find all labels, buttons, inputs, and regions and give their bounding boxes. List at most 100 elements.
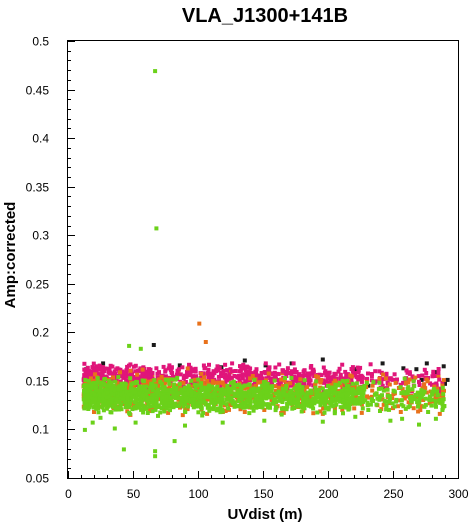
data-point bbox=[362, 387, 367, 392]
data-point bbox=[402, 396, 407, 401]
data-point bbox=[384, 371, 389, 376]
data-point bbox=[433, 416, 438, 421]
data-point bbox=[117, 384, 121, 389]
data-point bbox=[249, 387, 254, 392]
data-point bbox=[438, 393, 443, 398]
data-point bbox=[162, 385, 167, 390]
data-point bbox=[284, 407, 289, 412]
data-point bbox=[281, 410, 286, 415]
data-point bbox=[89, 376, 93, 381]
data-point bbox=[110, 392, 115, 397]
data-point bbox=[93, 403, 98, 408]
data-point bbox=[180, 399, 185, 404]
data-point bbox=[323, 389, 328, 394]
data-point bbox=[115, 387, 120, 392]
data-point bbox=[138, 395, 143, 400]
data-point bbox=[143, 404, 148, 409]
data-point bbox=[87, 395, 92, 400]
data-point bbox=[86, 407, 91, 411]
data-point bbox=[167, 381, 172, 386]
data-point bbox=[290, 394, 295, 399]
y-tick-label: 0.15 bbox=[26, 375, 50, 389]
data-point bbox=[95, 367, 100, 372]
data-point bbox=[248, 402, 253, 407]
data-point bbox=[422, 367, 427, 372]
data-point bbox=[377, 380, 382, 385]
data-point bbox=[277, 398, 282, 403]
data-point bbox=[282, 378, 287, 383]
data-point bbox=[313, 399, 318, 404]
y-tick-label: 0.3 bbox=[32, 229, 49, 243]
plot-frame bbox=[67, 40, 459, 479]
data-point bbox=[258, 394, 263, 399]
data-point bbox=[380, 361, 385, 366]
data-point bbox=[185, 391, 190, 396]
data-point bbox=[350, 387, 355, 392]
data-point bbox=[355, 365, 360, 370]
data-point bbox=[140, 367, 145, 372]
data-points bbox=[81, 69, 450, 459]
data-point bbox=[118, 379, 123, 384]
data-point bbox=[311, 411, 316, 416]
data-point bbox=[142, 386, 147, 391]
data-point bbox=[85, 393, 89, 398]
data-point bbox=[119, 392, 124, 397]
data-point bbox=[427, 398, 432, 403]
data-point bbox=[167, 363, 172, 368]
data-point bbox=[363, 398, 368, 403]
data-point bbox=[196, 377, 201, 382]
data-point bbox=[413, 375, 418, 380]
data-point bbox=[326, 405, 331, 410]
data-point bbox=[266, 390, 271, 395]
data-point bbox=[240, 376, 245, 381]
data-point bbox=[211, 381, 215, 386]
data-point bbox=[394, 399, 399, 404]
data-point bbox=[300, 376, 305, 381]
data-point bbox=[378, 409, 382, 413]
data-point bbox=[166, 388, 171, 393]
data-point bbox=[417, 400, 422, 405]
data-point bbox=[153, 449, 158, 454]
data-point bbox=[366, 383, 371, 388]
data-point bbox=[319, 378, 324, 382]
data-point bbox=[124, 378, 129, 383]
data-point bbox=[146, 379, 151, 384]
data-point bbox=[337, 366, 342, 371]
data-point bbox=[224, 402, 229, 407]
data-point bbox=[436, 374, 441, 378]
data-point bbox=[406, 405, 411, 410]
data-point bbox=[290, 380, 295, 385]
data-point bbox=[244, 380, 249, 384]
data-point bbox=[285, 401, 290, 406]
data-point bbox=[156, 403, 161, 408]
data-point bbox=[273, 391, 278, 396]
data-point bbox=[237, 383, 241, 388]
data-point bbox=[177, 382, 182, 387]
data-point bbox=[384, 403, 389, 408]
data-point bbox=[153, 404, 158, 408]
data-point bbox=[256, 380, 261, 385]
x-tick-label: 0 bbox=[65, 487, 72, 501]
data-point bbox=[282, 393, 287, 398]
data-point bbox=[275, 395, 280, 400]
data-point bbox=[398, 382, 403, 387]
data-point bbox=[315, 389, 320, 394]
data-point bbox=[359, 373, 364, 378]
data-point bbox=[269, 386, 274, 391]
data-point bbox=[437, 386, 442, 391]
data-point bbox=[357, 389, 362, 394]
data-point bbox=[387, 399, 392, 404]
data-point bbox=[162, 409, 167, 414]
data-point bbox=[163, 369, 168, 374]
data-point bbox=[203, 388, 208, 393]
x-axis-label: UVdist (m) bbox=[228, 506, 303, 523]
data-point bbox=[257, 405, 262, 409]
data-point bbox=[246, 389, 251, 394]
data-point bbox=[423, 386, 428, 391]
data-point bbox=[341, 398, 346, 403]
data-point bbox=[248, 394, 253, 399]
data-point bbox=[425, 379, 430, 384]
data-point bbox=[293, 370, 298, 375]
data-point bbox=[110, 396, 115, 401]
data-point bbox=[317, 393, 322, 398]
